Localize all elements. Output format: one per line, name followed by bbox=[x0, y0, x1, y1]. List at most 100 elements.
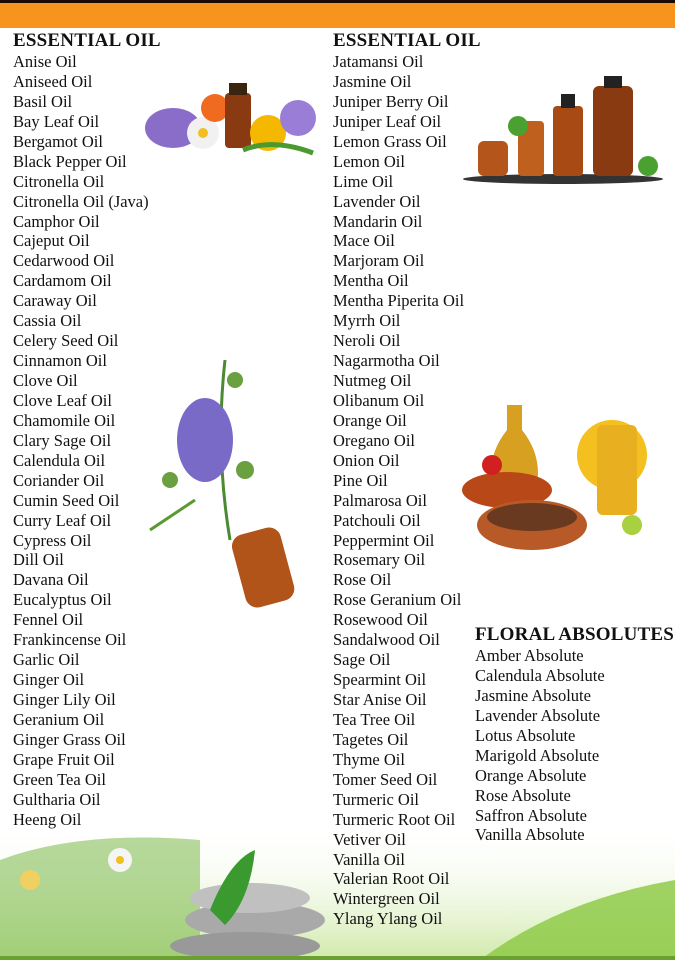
list-item: Olibanum Oil bbox=[333, 390, 425, 410]
column-heading: FLORAL ABSOLUTES bbox=[475, 624, 675, 645]
list-item: Mentha Piperita Oil bbox=[333, 291, 465, 311]
list-item: Bergamot Oil bbox=[13, 131, 103, 151]
list-item: Marigold Absolute bbox=[475, 745, 600, 765]
list-item: Mandarin Oil bbox=[333, 211, 423, 231]
list-item: Sandalwood Oil bbox=[333, 630, 440, 650]
column-heading: ESSENTIAL OIL bbox=[13, 30, 161, 51]
list-item: Fennel Oil bbox=[13, 610, 84, 630]
list-item: Ginger Grass Oil bbox=[13, 729, 126, 749]
list-item: Basil Oil bbox=[13, 91, 73, 111]
list-item: Juniper Leaf Oil bbox=[333, 111, 442, 131]
list-item: Lavender Oil bbox=[333, 191, 421, 211]
list-item: Calendula Oil bbox=[13, 450, 106, 470]
list-item: Frankincense Oil bbox=[13, 630, 127, 650]
list-item: Rose Oil bbox=[333, 570, 392, 590]
list-item: Lime Oil bbox=[333, 171, 394, 191]
list-item: Vetiver Oil bbox=[333, 829, 406, 849]
list-item: Cassia Oil bbox=[13, 311, 82, 331]
list-item: Oregano Oil bbox=[333, 430, 416, 450]
list-item: Aniseed Oil bbox=[13, 71, 93, 91]
list-item: Jasmine Absolute bbox=[475, 685, 591, 705]
list-item: Nagarmotha Oil bbox=[333, 351, 440, 371]
absolute-list: Amber Absolute Calendula Absolute Jasmine … bbox=[475, 646, 674, 845]
essential-oil-column-1: ESSENTIAL OIL Anise Oil Aniseed Oil Basil … bbox=[13, 30, 161, 830]
list-item: Ginger Lily Oil bbox=[13, 690, 116, 709]
list-item: Green Tea Oil bbox=[13, 769, 106, 789]
list-item: Eucalyptus Oil bbox=[13, 590, 112, 610]
list-item: Tomer Seed Oil bbox=[333, 769, 438, 789]
essential-oil-column-2: ESSENTIAL OIL Jatamansi Oil Jasmine Oil Ju… bbox=[333, 30, 481, 929]
list-item: Jatamansi Oil bbox=[333, 52, 424, 71]
list-item: Star Anise Oil bbox=[333, 690, 427, 709]
oil-bottles-image bbox=[463, 76, 663, 184]
top-border bbox=[0, 0, 675, 3]
list-item: Orange Absolute bbox=[475, 765, 587, 785]
herb-bottle-image bbox=[149, 359, 295, 608]
list-item: Tea Tree Oil bbox=[333, 709, 416, 729]
list-item: Tagetes Oil bbox=[333, 729, 409, 749]
list-item: Geranium Oil bbox=[13, 709, 105, 729]
list-item: Ginger Oil bbox=[13, 670, 85, 690]
list-item: Patchouli Oil bbox=[333, 510, 421, 530]
oil-list: Jatamansi Oil Jasmine Oil Juniper Berry Oi… bbox=[333, 52, 481, 929]
list-item: Bay Leaf Oil bbox=[13, 111, 100, 131]
list-item: Grape Fruit Oil bbox=[13, 749, 115, 769]
list-item: Vanilla Oil bbox=[333, 849, 405, 869]
flowers-bottle-image bbox=[145, 83, 316, 156]
list-item: Juniper Berry Oil bbox=[333, 91, 449, 111]
list-item: Citronella Oil (Java) bbox=[13, 191, 149, 211]
list-item: Curry Leaf Oil bbox=[13, 510, 112, 530]
list-item: Black Pepper Oil bbox=[13, 151, 127, 171]
list-item: Ylang Ylang Oil bbox=[333, 909, 443, 929]
list-item: Cypress Oil bbox=[13, 530, 92, 550]
list-item: Rose Geranium Oil bbox=[333, 590, 462, 610]
list-item: Vanilla Absolute bbox=[475, 825, 585, 845]
list-item: Camphor Oil bbox=[13, 211, 100, 231]
list-item: Clary Sage Oil bbox=[13, 430, 112, 450]
oil-list: Anise Oil Aniseed Oil Basil Oil Bay Leaf Oi… bbox=[13, 52, 161, 830]
list-item: Mace Oil bbox=[333, 231, 395, 251]
list-item: Nutmeg Oil bbox=[333, 371, 412, 390]
list-item: Marjoram Oil bbox=[333, 251, 425, 271]
list-item: Spearmint Oil bbox=[333, 670, 427, 690]
list-item: Chamomile Oil bbox=[13, 410, 116, 430]
list-item: Amber Absolute bbox=[475, 646, 584, 665]
list-item: Pine Oil bbox=[333, 470, 388, 490]
list-item: Jasmine Oil bbox=[333, 71, 412, 91]
list-item: Heeng Oil bbox=[13, 809, 82, 829]
list-item: Caraway Oil bbox=[13, 291, 97, 311]
list-item: Clove Oil bbox=[13, 371, 78, 390]
spices-oil-image bbox=[462, 405, 647, 550]
list-item: Gultharia Oil bbox=[13, 789, 101, 809]
list-item: Celery Seed Oil bbox=[13, 331, 119, 351]
list-item: Cinnamon Oil bbox=[13, 351, 107, 371]
list-item: Lemon Grass Oil bbox=[333, 131, 447, 151]
list-item: Calendula Absolute bbox=[475, 665, 605, 685]
list-item: Lavender Absolute bbox=[475, 705, 601, 725]
list-item: Coriander Oil bbox=[13, 470, 105, 490]
bottom-decoration bbox=[0, 820, 675, 960]
column-heading: ESSENTIAL OIL bbox=[333, 30, 481, 51]
list-item: Myrrh Oil bbox=[333, 311, 401, 331]
orange-header-bar bbox=[0, 3, 675, 28]
list-item: Turmeric Oil bbox=[333, 789, 420, 809]
list-item: Clove Leaf Oil bbox=[13, 390, 112, 410]
list-item: Sage Oil bbox=[333, 650, 391, 670]
list-item: Thyme Oil bbox=[333, 749, 405, 769]
list-item: Cardamom Oil bbox=[13, 271, 112, 291]
floral-absolutes-column: FLORAL ABSOLUTES Amber Absolute Calendula… bbox=[475, 624, 674, 845]
list-item: Cumin Seed Oil bbox=[13, 490, 120, 510]
list-item: Peppermint Oil bbox=[333, 530, 435, 550]
list-item: Cajeput Oil bbox=[13, 231, 90, 251]
list-item: Citronella Oil bbox=[13, 171, 105, 191]
list-item: Dill Oil bbox=[13, 550, 64, 570]
list-item: Mentha Oil bbox=[333, 271, 409, 291]
list-item: Davana Oil bbox=[13, 570, 89, 590]
list-item: Lotus Absolute bbox=[475, 725, 576, 745]
list-item: Neroli Oil bbox=[333, 331, 401, 351]
list-item: Saffron Absolute bbox=[475, 805, 587, 825]
list-item: Turmeric Root Oil bbox=[333, 809, 456, 829]
list-item: Anise Oil bbox=[13, 52, 77, 71]
list-item: Rosewood Oil bbox=[333, 610, 428, 630]
list-item: Onion Oil bbox=[333, 450, 400, 470]
